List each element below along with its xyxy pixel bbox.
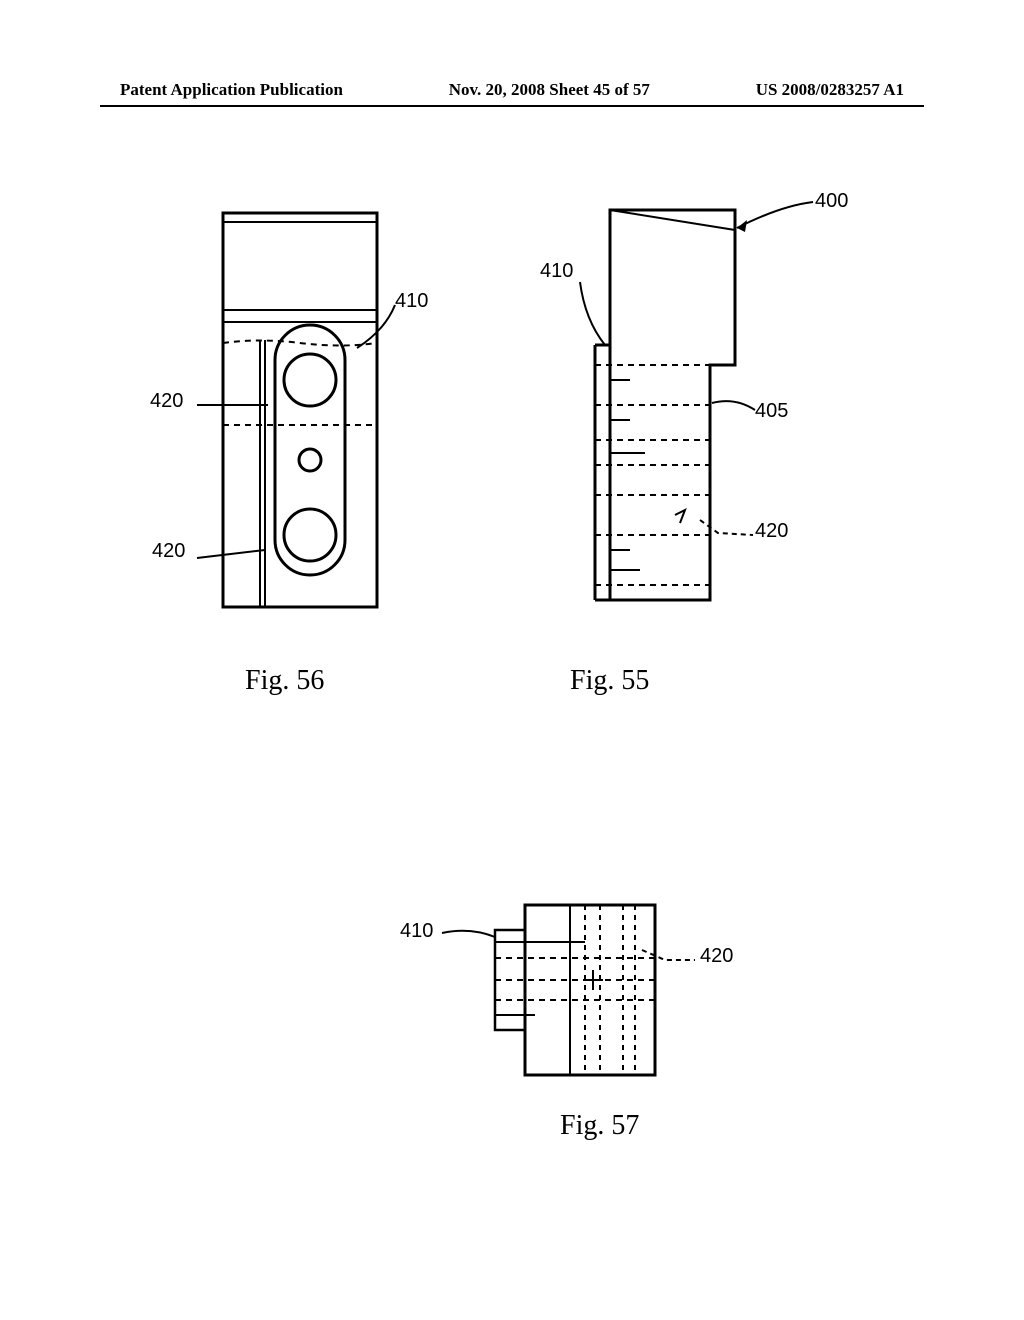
fig57-leader-410 bbox=[440, 925, 500, 945]
fig55-label-410: 410 bbox=[540, 260, 573, 283]
figure-area: 410 420 420 Fig. 56 bbox=[0, 0, 1024, 1320]
fig56-caption: Fig. 56 bbox=[245, 665, 324, 697]
fig56-label-410: 410 bbox=[395, 290, 428, 313]
fig56-label-420b: 420 bbox=[152, 540, 185, 563]
fig55-leader-410 bbox=[575, 280, 615, 350]
fig55-label-420: 420 bbox=[755, 520, 788, 543]
fig55-leader-420 bbox=[698, 515, 758, 545]
fig55-label-400: 400 bbox=[815, 190, 848, 213]
fig56-label-420a: 420 bbox=[150, 390, 183, 413]
fig55-caption: Fig. 55 bbox=[570, 665, 649, 697]
fig55-label-405: 405 bbox=[755, 400, 788, 423]
fig57-label-410: 410 bbox=[400, 920, 433, 943]
fig57-caption: Fig. 57 bbox=[560, 1110, 639, 1142]
fig56-leader-420a bbox=[195, 395, 270, 415]
fig56-leader-420b bbox=[195, 548, 270, 568]
fig55-leader-400 bbox=[735, 198, 825, 238]
fig57-leader-420 bbox=[640, 945, 700, 970]
fig57-label-420: 420 bbox=[700, 945, 733, 968]
fig55-leader-405 bbox=[710, 395, 760, 425]
